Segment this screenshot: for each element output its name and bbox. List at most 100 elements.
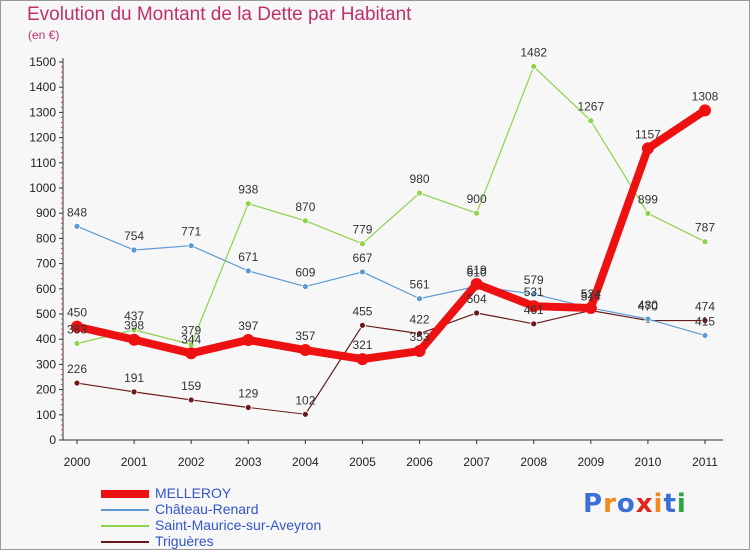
proxiti-logo: Proxiti	[583, 489, 687, 519]
y-tick-label: 100	[36, 408, 56, 422]
series-segment	[647, 318, 706, 337]
data-point	[701, 332, 709, 339]
logo-letter: o	[616, 489, 636, 519]
series-segment	[187, 335, 253, 358]
data-point	[644, 210, 652, 217]
data-point	[244, 404, 252, 411]
data-label: 470	[638, 300, 658, 314]
data-point	[244, 200, 252, 208]
legend-swatch-melleroy	[101, 490, 149, 498]
data-point	[699, 104, 711, 117]
y-tick-label: 1300	[29, 105, 56, 119]
series-1	[73, 222, 709, 339]
legend-label-trigueres: Triguères	[155, 533, 214, 549]
data-point	[584, 301, 597, 314]
logo-letter: P	[583, 489, 604, 519]
data-point	[416, 189, 423, 197]
data-label: 531	[524, 285, 544, 299]
data-label: 609	[295, 266, 315, 280]
data-point	[359, 321, 366, 329]
series-segment	[73, 322, 139, 344]
data-point	[470, 278, 483, 291]
data-label: 579	[524, 273, 544, 287]
series-segment	[190, 203, 249, 346]
legend-label-chateau-renard: Château-Renard	[155, 501, 259, 517]
data-point	[416, 330, 423, 338]
y-tick-label: 400	[36, 332, 56, 346]
series-segment	[133, 329, 192, 346]
legend-item-saint-maurice: Saint-Maurice-sur-Aveyron	[101, 517, 401, 534]
data-point	[530, 320, 538, 328]
data-label: 561	[410, 278, 430, 292]
data-point	[413, 345, 426, 358]
chart-subtitle: (en €)	[28, 28, 60, 42]
y-tick-label: 1400	[29, 80, 56, 94]
series-segment	[418, 285, 478, 300]
y-tick-label: 700	[36, 257, 56, 271]
series-segment	[76, 382, 135, 393]
data-point	[130, 326, 138, 334]
data-label: 474	[695, 300, 715, 314]
data-point	[242, 333, 255, 346]
series-segment	[415, 280, 481, 356]
data-label: 619	[467, 263, 487, 277]
data-point	[641, 142, 654, 155]
data-label: 129	[238, 386, 258, 400]
data-point	[185, 347, 198, 360]
series-segment	[643, 106, 709, 153]
data-label: 383	[67, 322, 87, 336]
y-tick-label: 1500	[29, 55, 56, 69]
data-point	[187, 396, 195, 404]
series-segment	[244, 335, 310, 355]
series-segment	[304, 324, 364, 415]
series-segment	[476, 312, 535, 325]
data-point	[71, 320, 83, 333]
logo-letter: i	[653, 489, 664, 519]
data-label: 226	[67, 362, 87, 376]
series-segment	[130, 335, 196, 358]
x-tick-label: 2000	[64, 455, 91, 469]
chart-title: Evolution du Montant de la Dette par Hab…	[27, 4, 412, 25]
data-label: 379	[181, 323, 201, 337]
y-tick-label: 600	[36, 282, 56, 296]
series-segment	[647, 212, 706, 243]
legend-item-chateau-renard: Château-Renard	[101, 501, 401, 518]
data-label: 415	[695, 314, 715, 328]
data-label: 779	[352, 223, 372, 237]
data-point	[416, 295, 423, 303]
data-label: 524	[581, 287, 601, 301]
series-segment	[590, 307, 649, 320]
data-point	[299, 344, 312, 357]
series-segment	[533, 309, 592, 325]
data-point	[359, 268, 366, 276]
series-segment	[304, 220, 364, 245]
x-tick-label: 2001	[121, 455, 148, 469]
x-tick-label: 2004	[292, 455, 319, 469]
series-segment	[358, 347, 424, 364]
data-point	[301, 283, 309, 290]
data-label: 980	[410, 172, 430, 186]
data-label: 1157	[635, 127, 661, 141]
legend-swatch-saint-maurice	[101, 525, 149, 527]
data-point	[644, 315, 652, 323]
x-tick-label: 2006	[406, 455, 433, 469]
data-point	[701, 317, 709, 324]
y-tick-label: 900	[36, 206, 56, 220]
x-tick-label: 2010	[635, 455, 662, 469]
y-tick-label: 800	[36, 231, 56, 245]
data-label: 1482	[520, 46, 547, 60]
y-tick-label: 0	[49, 433, 56, 447]
y-tick-label: 500	[36, 307, 56, 321]
data-point	[301, 410, 309, 418]
series-segment	[361, 324, 421, 335]
data-point	[701, 238, 709, 246]
data-label: 514	[581, 289, 601, 303]
legend-item-trigueres: Triguères	[101, 533, 401, 550]
series-segment	[361, 192, 421, 245]
data-label: 1308	[692, 89, 719, 103]
data-label: 422	[410, 313, 430, 327]
data-point	[130, 388, 138, 396]
data-point	[530, 63, 538, 70]
data-label: 450	[67, 306, 87, 320]
